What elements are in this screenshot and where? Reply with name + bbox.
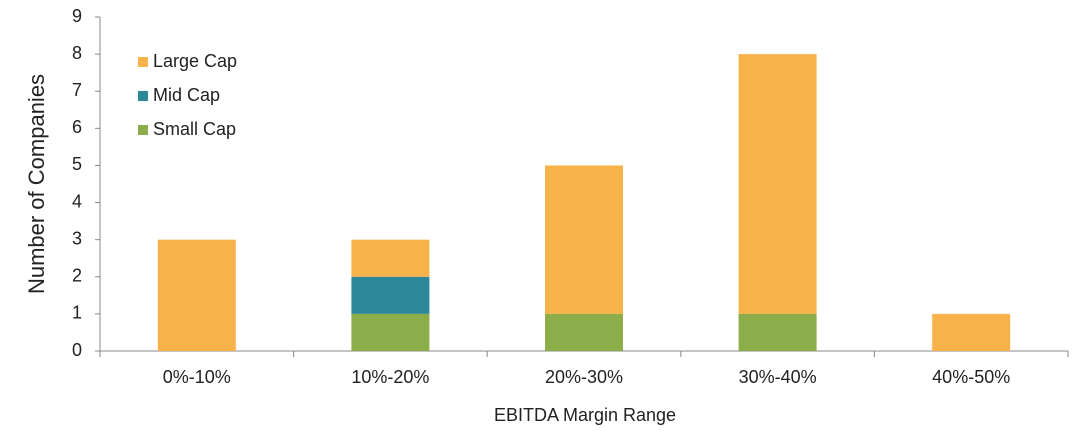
bar-segment <box>738 313 817 351</box>
legend-label: Large Cap <box>153 51 237 71</box>
legend-swatch <box>138 91 148 101</box>
x-tick-label: 40%-50% <box>932 367 1010 387</box>
y-tick-label: 8 <box>72 43 82 63</box>
bar-segment <box>545 313 623 351</box>
y-tick-label: 4 <box>72 191 82 211</box>
y-tick-label: 0 <box>72 340 82 360</box>
y-tick-label: 5 <box>72 154 82 174</box>
bar-segment <box>545 165 623 314</box>
x-axis-label: EBITDA Margin Range <box>494 405 676 425</box>
bar-segment <box>351 313 430 351</box>
x-tick-label: 0%-10% <box>163 367 231 387</box>
legend-swatch <box>138 57 148 67</box>
legend-swatch <box>138 125 148 135</box>
y-tick-label: 7 <box>72 80 82 100</box>
y-tick-label: 2 <box>72 266 82 286</box>
legend-label: Small Cap <box>153 119 236 139</box>
x-tick-label: 20%-30% <box>545 367 623 387</box>
y-axis-label: Number of Companies <box>24 74 49 294</box>
y-tick-label: 9 <box>72 6 82 26</box>
x-tick-label: 10%-20% <box>351 367 429 387</box>
x-tick-label: 30%-40% <box>739 367 817 387</box>
legend-label: Mid Cap <box>153 85 220 105</box>
bar-segment <box>738 54 817 314</box>
bar-segment <box>932 313 1011 351</box>
bar-segment <box>351 239 430 277</box>
bar-segment <box>157 239 236 351</box>
y-tick-label: 3 <box>72 228 82 248</box>
y-tick-label: 6 <box>72 117 82 137</box>
y-tick-label: 1 <box>72 303 82 323</box>
bar-segment <box>351 276 430 314</box>
